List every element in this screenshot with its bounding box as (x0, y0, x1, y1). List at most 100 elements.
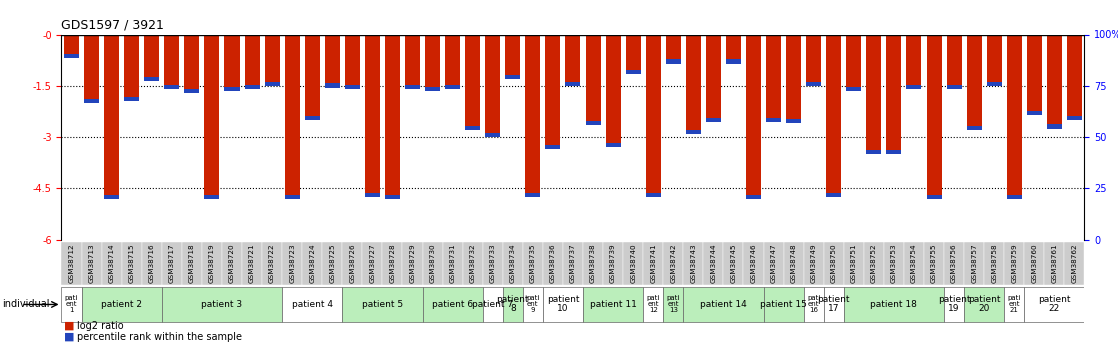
FancyBboxPatch shape (844, 287, 944, 322)
Bar (285, 34, 300, 199)
FancyBboxPatch shape (964, 241, 984, 285)
Text: GSM38760: GSM38760 (1031, 243, 1038, 283)
FancyBboxPatch shape (984, 241, 1004, 285)
FancyBboxPatch shape (483, 241, 503, 285)
FancyBboxPatch shape (61, 241, 82, 285)
Bar (967, 126, 982, 130)
FancyBboxPatch shape (663, 241, 683, 285)
FancyBboxPatch shape (463, 241, 483, 285)
Bar (324, 83, 340, 88)
FancyBboxPatch shape (743, 241, 764, 285)
Text: pati
ent
9: pati ent 9 (527, 295, 540, 314)
FancyBboxPatch shape (764, 287, 804, 322)
Text: GSM38719: GSM38719 (209, 243, 215, 283)
Bar (967, 34, 982, 130)
Bar (505, 75, 520, 79)
Bar (1026, 111, 1042, 115)
Text: GSM38717: GSM38717 (169, 243, 174, 283)
FancyBboxPatch shape (723, 241, 743, 285)
FancyBboxPatch shape (923, 241, 944, 285)
Bar (405, 34, 420, 89)
Bar (586, 34, 600, 125)
Bar (546, 145, 560, 149)
FancyBboxPatch shape (1044, 241, 1064, 285)
Bar (987, 82, 1002, 86)
FancyBboxPatch shape (944, 287, 964, 322)
Text: GSM38738: GSM38738 (590, 243, 596, 283)
Text: patient 6: patient 6 (432, 300, 473, 309)
FancyBboxPatch shape (643, 287, 663, 322)
FancyBboxPatch shape (82, 241, 102, 285)
Text: GSM38757: GSM38757 (972, 243, 977, 283)
Text: pati
ent
13: pati ent 13 (666, 295, 680, 314)
Bar (786, 34, 802, 124)
Bar (866, 34, 881, 154)
FancyBboxPatch shape (322, 241, 342, 285)
FancyBboxPatch shape (122, 241, 142, 285)
Bar (1026, 34, 1042, 115)
Bar (566, 34, 580, 86)
Text: GSM38715: GSM38715 (129, 243, 134, 283)
Bar (364, 193, 380, 197)
FancyBboxPatch shape (302, 241, 322, 285)
Bar (364, 34, 380, 197)
Text: GSM38712: GSM38712 (68, 243, 75, 283)
Text: patient
19: patient 19 (938, 295, 970, 314)
Bar (546, 34, 560, 149)
Bar (324, 34, 340, 88)
Bar (164, 85, 179, 89)
FancyBboxPatch shape (824, 287, 844, 322)
Bar (626, 34, 641, 74)
Bar (84, 99, 100, 103)
FancyBboxPatch shape (423, 287, 483, 322)
FancyBboxPatch shape (523, 241, 543, 285)
Text: GSM38729: GSM38729 (409, 243, 416, 283)
Text: patient
10: patient 10 (547, 295, 579, 314)
Bar (405, 85, 420, 89)
Bar (64, 55, 79, 58)
Bar (104, 34, 120, 199)
Text: GSM38734: GSM38734 (510, 243, 515, 283)
Bar (344, 34, 360, 89)
FancyBboxPatch shape (222, 241, 241, 285)
Bar (265, 34, 280, 86)
Bar (305, 34, 320, 120)
Text: GSM38740: GSM38740 (631, 243, 636, 283)
Bar (205, 195, 219, 199)
Text: patient 14: patient 14 (700, 300, 747, 309)
FancyBboxPatch shape (483, 287, 503, 322)
Text: patient
17: patient 17 (817, 295, 850, 314)
Text: GSM38753: GSM38753 (891, 243, 897, 283)
Text: GSM38741: GSM38741 (651, 243, 656, 283)
Bar (285, 195, 300, 199)
Bar (947, 85, 961, 89)
FancyBboxPatch shape (382, 241, 402, 285)
Text: patient 18: patient 18 (871, 300, 918, 309)
FancyBboxPatch shape (182, 241, 202, 285)
Bar (746, 195, 761, 199)
Text: patient 2: patient 2 (101, 300, 142, 309)
Bar (726, 34, 741, 63)
Text: ■: ■ (64, 332, 74, 342)
FancyBboxPatch shape (804, 241, 824, 285)
Bar (907, 85, 921, 89)
Bar (646, 34, 661, 197)
Text: patient
8: patient 8 (496, 295, 529, 314)
Bar (826, 34, 841, 197)
Text: GSM38718: GSM38718 (189, 243, 195, 283)
Bar (305, 116, 320, 120)
Bar (124, 34, 140, 101)
FancyBboxPatch shape (282, 241, 302, 285)
Text: GSM38748: GSM38748 (790, 243, 797, 283)
FancyBboxPatch shape (142, 241, 162, 285)
FancyBboxPatch shape (864, 241, 884, 285)
Bar (726, 59, 741, 63)
Bar (1046, 125, 1062, 129)
FancyBboxPatch shape (443, 241, 463, 285)
FancyBboxPatch shape (582, 287, 643, 322)
FancyBboxPatch shape (162, 241, 182, 285)
Bar (1067, 34, 1082, 120)
Bar (144, 34, 159, 81)
Bar (705, 34, 721, 122)
Bar (987, 34, 1002, 86)
